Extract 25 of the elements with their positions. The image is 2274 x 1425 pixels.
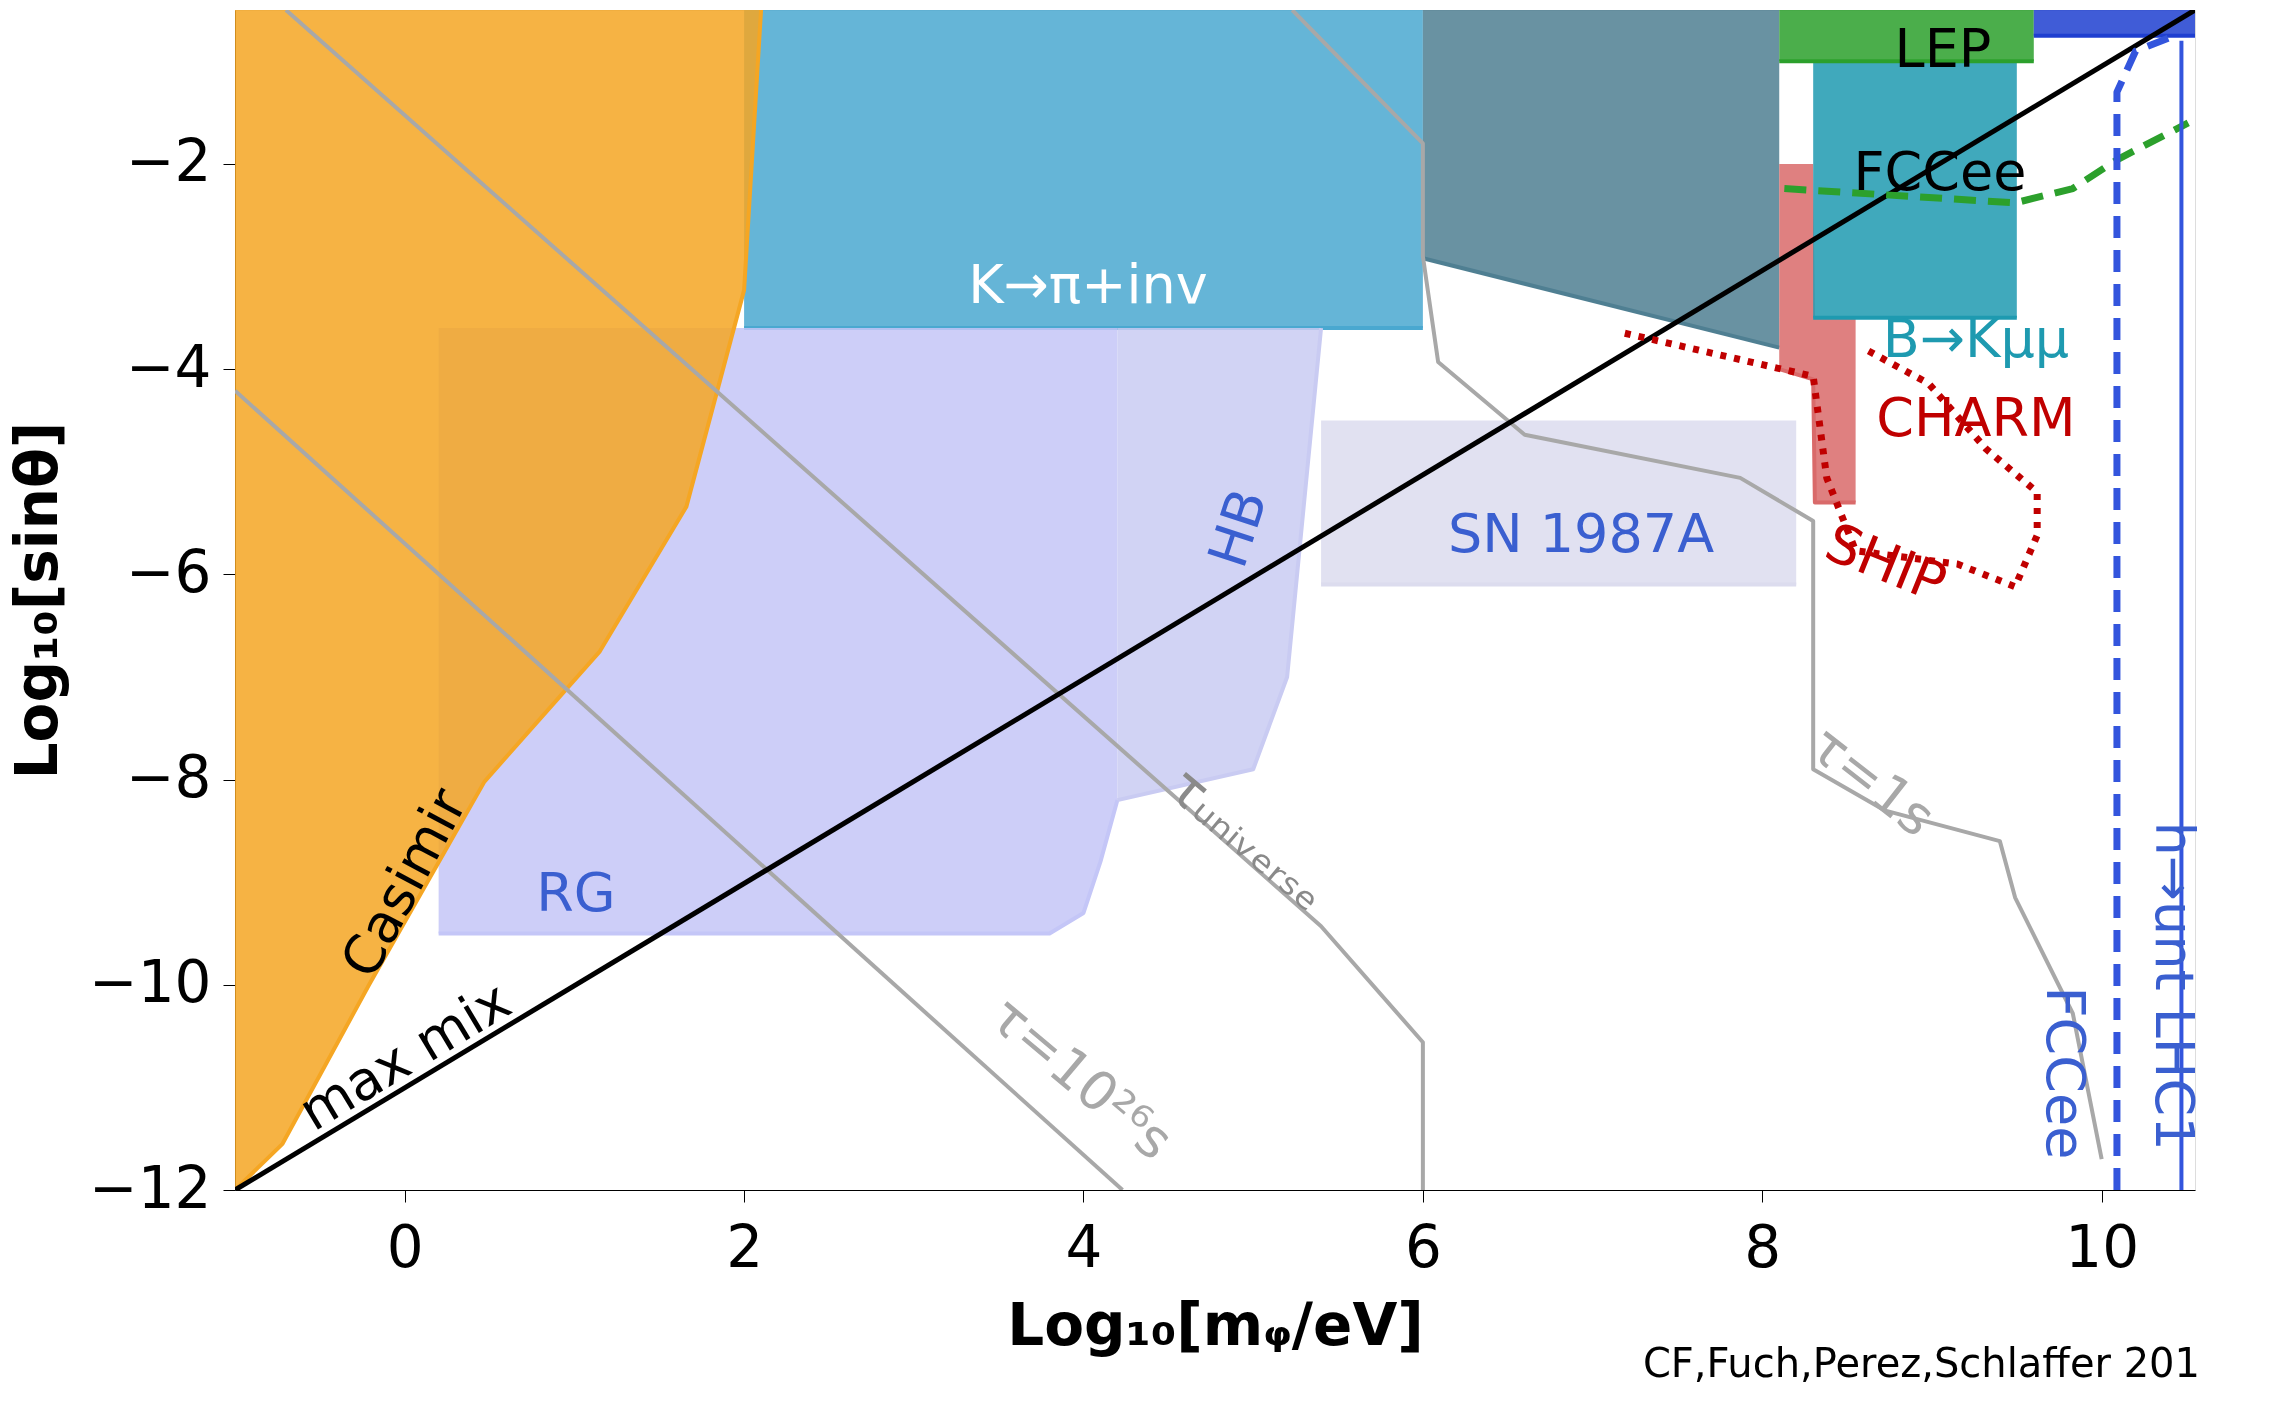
x-tick-label: 8 bbox=[1744, 1212, 1782, 1281]
y-tick-label: −10 bbox=[89, 948, 212, 1017]
x-tick-label: 4 bbox=[1065, 1212, 1103, 1281]
y-tick-label: −8 bbox=[126, 743, 212, 812]
x-tick-label: 10 bbox=[2065, 1212, 2140, 1281]
annotation: HB bbox=[1195, 481, 1280, 575]
x-tick-label: 0 bbox=[386, 1212, 424, 1281]
annotation: CHARM bbox=[1876, 386, 2076, 449]
annotation: h→unt LHC1 bbox=[2143, 821, 2206, 1151]
annotation: SN 1987A bbox=[1447, 502, 1715, 565]
text: CF,Fuch,Perez,Schlaffer 201 bbox=[1642, 1340, 2200, 1386]
x-tick-label: 2 bbox=[726, 1212, 764, 1281]
y-axis-title: Log₁₀[sinθ] bbox=[3, 421, 72, 780]
y-tick-label: −12 bbox=[89, 1153, 212, 1222]
annotation: FCCee bbox=[2034, 986, 2097, 1160]
annotation: K→π+inv bbox=[968, 253, 1208, 316]
annotation: RG bbox=[536, 861, 616, 924]
annotation: LEP bbox=[1894, 17, 1992, 80]
y-tick-label: −4 bbox=[126, 332, 212, 401]
y-tick-label: −2 bbox=[126, 127, 212, 196]
y-tick-label: −6 bbox=[126, 537, 212, 606]
x-axis-title: Log₁₀[mᵩ/eV] bbox=[1007, 1290, 1424, 1359]
x-tick-label: 6 bbox=[1404, 1212, 1442, 1281]
annotation: SHIP bbox=[1816, 510, 1955, 615]
annotation: B→Kμμ bbox=[1882, 307, 2070, 370]
